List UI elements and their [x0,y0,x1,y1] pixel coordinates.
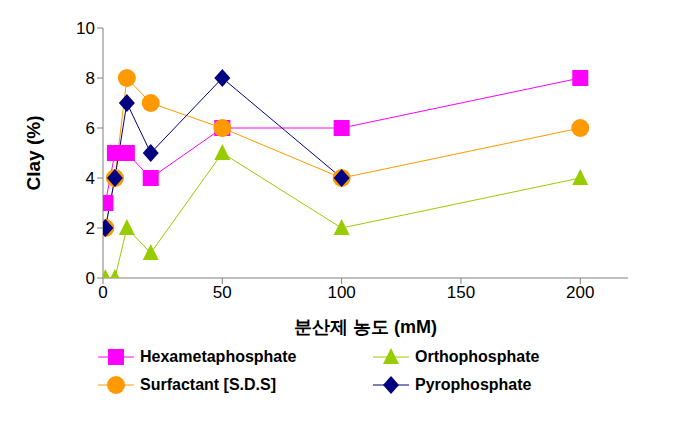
svg-text:Clay (%): Clay (%) [23,116,44,191]
html-text:Surfactant [S.D.S]: Surfactant [S.D.S] [140,376,276,393]
svg-text:10: 10 [76,19,95,38]
html-text:Hexametaphosphate: Hexametaphosphate [140,348,297,365]
svg-text:200: 200 [566,283,594,302]
svg-text:2: 2 [86,219,95,238]
svg-text:분산제 농도 (mM): 분산제 농도 (mM) [294,317,437,337]
svg-text:0: 0 [98,283,107,302]
svg-text:0: 0 [86,269,95,288]
svg-text:8: 8 [86,69,95,88]
svg-text:100: 100 [327,283,355,302]
svg-text:50: 50 [213,283,232,302]
svg-text:4: 4 [86,169,95,188]
svg-text:6: 6 [86,119,95,138]
html-text:Orthophosphate: Orthophosphate [415,348,540,365]
svg-text:150: 150 [447,283,475,302]
html-text:Pyrophosphate: Pyrophosphate [415,376,532,393]
